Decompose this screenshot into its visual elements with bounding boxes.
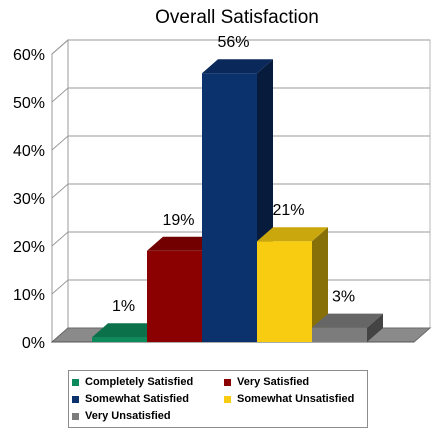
bar-side xyxy=(312,227,328,342)
gridline xyxy=(51,39,430,55)
legend: Completely Satisfied Very Satisfied Some… xyxy=(68,370,368,428)
y-tick-label: 50% xyxy=(13,95,45,112)
y-tick-label: 10% xyxy=(13,287,45,304)
gridline xyxy=(51,135,430,151)
legend-label: Somewhat Satisfied xyxy=(85,393,189,405)
bar-top xyxy=(312,313,383,328)
legend-swatch xyxy=(224,378,231,386)
bar-front xyxy=(202,73,257,342)
bar-side xyxy=(367,313,383,342)
gridline xyxy=(51,87,430,103)
data-label: 1% xyxy=(112,298,135,315)
bar-front xyxy=(92,337,147,342)
data-label: 3% xyxy=(332,289,355,306)
legend-item-somewhat-unsatisfied: Somewhat Unsatisfied xyxy=(224,393,354,405)
gridline xyxy=(51,183,430,199)
legend-label: Very Satisfied xyxy=(237,376,310,388)
legend-item-somewhat-satisfied: Somewhat Satisfied xyxy=(72,393,189,405)
legend-swatch xyxy=(72,378,79,386)
bar-top xyxy=(202,59,273,74)
bar-front xyxy=(257,241,312,342)
data-label: 56% xyxy=(217,34,249,51)
legend-item-completely-satisfied: Completely Satisfied xyxy=(72,376,193,388)
bar-front xyxy=(147,250,202,342)
legend-label: Completely Satisfied xyxy=(85,376,194,388)
data-label: 21% xyxy=(272,202,304,219)
bars xyxy=(92,59,383,342)
legend-swatch xyxy=(224,395,231,403)
data-label: 19% xyxy=(162,212,194,229)
chart-title: Overall Satisfaction xyxy=(155,7,319,28)
legend-item-very-satisfied: Very Satisfied xyxy=(224,376,309,388)
bar-front xyxy=(312,327,367,342)
bar-top xyxy=(147,236,218,251)
legend-swatch xyxy=(72,412,79,420)
data-labels: 1% 19% 56% 21% 3% xyxy=(112,34,355,315)
bar-top xyxy=(257,227,328,242)
y-tick-label: 60% xyxy=(13,47,45,64)
legend-label: Somewhat Unsatisfied xyxy=(237,393,355,405)
y-tick-label: 20% xyxy=(13,239,45,256)
y-tick-label: 40% xyxy=(13,143,45,160)
legend-swatch xyxy=(72,395,79,403)
bar-top xyxy=(92,323,163,338)
y-tick-label: 30% xyxy=(13,191,45,208)
legend-label: Very Unsatisfied xyxy=(85,410,171,422)
y-axis-ticks: 0% 10% 20% 30% 40% 50% 60% xyxy=(13,47,45,352)
y-tick-label: 0% xyxy=(22,335,45,352)
bar-somewhat-unsatisfied xyxy=(257,227,328,342)
legend-item-very-unsatisfied: Very Unsatisfied xyxy=(72,410,171,422)
bar-very-unsatisfied xyxy=(312,313,383,342)
